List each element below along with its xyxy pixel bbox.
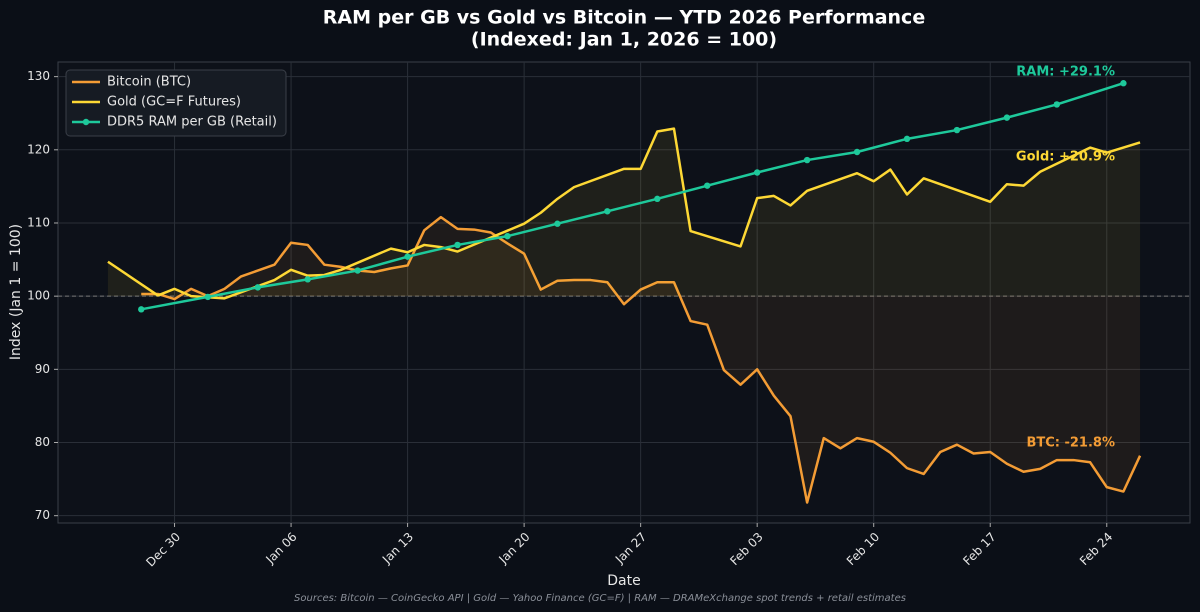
- legend-box: [65, 69, 287, 137]
- legend-label: Bitcoin (BTC): [107, 75, 191, 90]
- chart-subtitle: (Indexed: Jan 1, 2026 = 100): [471, 29, 777, 51]
- annotation: BTC: -21.8%: [1026, 436, 1115, 451]
- line: [141, 82, 1124, 311]
- point: [753, 169, 761, 176]
- area: [141, 217, 1141, 503]
- point: [853, 148, 861, 156]
- point: [604, 208, 611, 215]
- point: [953, 126, 961, 134]
- area: [107, 128, 1141, 299]
- point: [704, 182, 711, 189]
- legend: Bitcoin (BTC) Gold (GC=F Futures) DDR5 RAM…: [65, 69, 287, 137]
- y-tick-label: 80: [35, 435, 50, 449]
- legend-label: Gold (GC=F Futures): [107, 95, 241, 110]
- point: [454, 241, 461, 249]
- point: [654, 195, 661, 203]
- y-tick-label: 70: [35, 508, 50, 522]
- point: [1120, 80, 1127, 87]
- point: [304, 276, 311, 283]
- point: [903, 135, 911, 143]
- point: [803, 156, 811, 164]
- y-tick-label: 120: [27, 142, 50, 156]
- y-tick-label: 110: [27, 215, 50, 229]
- y-tick-label: 90: [35, 362, 50, 376]
- x-axis-label: Date: [607, 573, 640, 589]
- point: [1053, 101, 1061, 108]
- line: [141, 215, 1142, 504]
- point: [254, 284, 261, 291]
- source-note: Sources: Bitcoin — CoinGecko API | Gold …: [294, 593, 906, 604]
- point: [1003, 114, 1011, 121]
- point: [138, 306, 145, 313]
- point: [404, 253, 411, 260]
- point: [554, 220, 561, 227]
- chart-title: RAM per GB vs Gold vs Bitcoin — YTD 2026…: [323, 7, 925, 29]
- y-axis-label: Index (Jan 1 = 100): [8, 224, 24, 360]
- point: [204, 293, 212, 301]
- annotation: RAM: +29.1%: [1016, 65, 1115, 80]
- legend-marker: [82, 118, 90, 126]
- point: [354, 267, 361, 274]
- line: [107, 127, 1141, 300]
- point: [504, 232, 511, 240]
- plot-area: [57, 61, 1191, 524]
- y-tick-label: 130: [27, 69, 50, 83]
- annotation: Gold: +20.9%: [1016, 150, 1115, 165]
- y-tick-label: 100: [27, 289, 50, 303]
- legend-label: DDR5 RAM per GB (Retail): [107, 115, 277, 130]
